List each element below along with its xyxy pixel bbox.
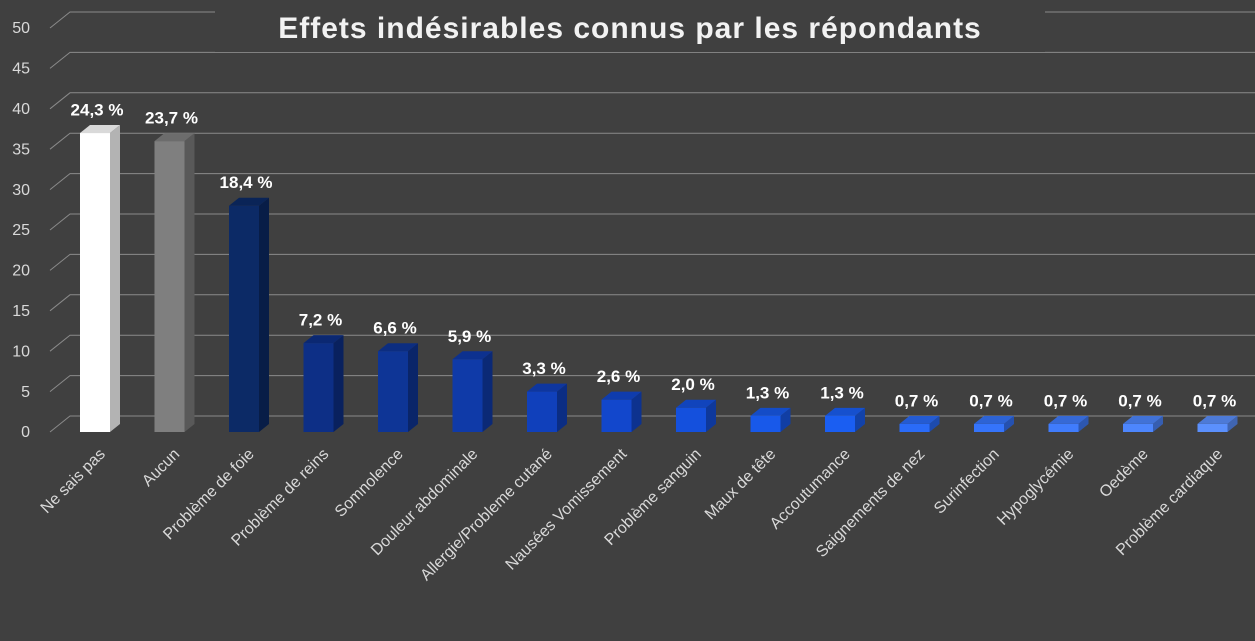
bar-top: [527, 383, 567, 392]
grid-line: [49, 294, 1255, 312]
bar-side: [706, 399, 716, 432]
bar-top: [452, 351, 493, 360]
bar: [154, 141, 185, 432]
y-tick-label: 25: [12, 222, 30, 239]
bar-side: [1004, 415, 1014, 432]
value-label: 0,7 %: [895, 391, 938, 410]
bar-side: [855, 407, 865, 432]
bar: [601, 399, 632, 432]
bar: [676, 407, 706, 432]
grid-line: [49, 253, 1255, 271]
bar: [80, 133, 110, 433]
bar-top: [974, 415, 1014, 424]
grid-line: [49, 132, 1255, 150]
bar: [750, 415, 781, 432]
value-label: 1,3 %: [820, 383, 863, 402]
value-label: 0,7 %: [1118, 391, 1161, 410]
value-label: 6,6 %: [373, 319, 416, 338]
value-label: 24,3 %: [71, 101, 124, 120]
bar-side: [482, 351, 493, 432]
bar: [974, 423, 1004, 432]
value-label: 0,7 %: [1044, 391, 1087, 410]
bar: [378, 351, 408, 432]
y-tick-label: 5: [21, 384, 30, 401]
bar-top: [80, 125, 120, 134]
y-tick-label: 30: [12, 182, 30, 199]
value-label: 5,9 %: [448, 327, 491, 346]
bar-top: [1048, 415, 1089, 424]
value-label: 0,7 %: [969, 391, 1012, 410]
bar-top: [750, 407, 791, 416]
title-background: [215, 6, 1045, 52]
bar-side: [1227, 415, 1238, 432]
grid-line: [49, 375, 1255, 392]
y-tick-label: 10: [12, 343, 30, 360]
bar: [229, 205, 259, 432]
value-label: 18,4 %: [220, 173, 273, 192]
bar-top: [1123, 415, 1163, 424]
value-label: 2,6 %: [597, 367, 640, 386]
bar-side: [184, 133, 195, 432]
value-label: 2,0 %: [671, 375, 714, 394]
grid-line: [49, 51, 1255, 69]
bar-top: [229, 197, 269, 206]
grid-line: [49, 173, 1255, 190]
bar-top: [899, 415, 940, 424]
bar-top: [825, 407, 865, 416]
bar-side: [408, 343, 418, 432]
bar-side: [333, 335, 344, 432]
bar: [899, 423, 930, 432]
bar-side: [780, 407, 791, 432]
chart-title: Effets indésirables connus par les répon…: [278, 12, 982, 45]
bar-top: [601, 391, 642, 400]
grid-line: [49, 213, 1255, 231]
bar-top: [303, 335, 344, 344]
value-label: 7,2 %: [299, 311, 342, 330]
y-tick-label: 40: [12, 101, 30, 118]
y-tick-label: 0: [21, 424, 30, 441]
grid-line: [49, 92, 1255, 110]
bar: [303, 343, 334, 432]
bar-side: [110, 125, 120, 432]
value-label: 0,7 %: [1193, 391, 1236, 410]
bar-side: [1153, 415, 1163, 432]
grid-line: [49, 334, 1255, 352]
y-tick-label: 15: [12, 303, 30, 320]
bar-top: [378, 343, 418, 352]
value-label: 3,3 %: [522, 359, 565, 378]
y-tick-label: 35: [12, 141, 30, 158]
bar-side: [1078, 415, 1089, 432]
bar-top: [154, 133, 195, 142]
y-tick-label: 20: [12, 263, 30, 280]
bar-side: [631, 391, 642, 432]
bar: [1123, 423, 1153, 432]
bar-side: [929, 415, 940, 432]
bar: [1048, 423, 1079, 432]
bar-top: [676, 399, 716, 408]
bar-top: [1197, 415, 1238, 424]
bar: [825, 415, 855, 432]
bar: [452, 359, 483, 432]
value-label: 23,7 %: [145, 109, 198, 128]
bar: [1197, 423, 1228, 432]
y-tick-label: 45: [12, 61, 30, 78]
bar-side: [557, 383, 567, 432]
y-tick-label: 50: [12, 20, 30, 37]
bar-side: [259, 197, 269, 432]
value-label: 1,3 %: [746, 383, 789, 402]
bar: [527, 391, 557, 432]
